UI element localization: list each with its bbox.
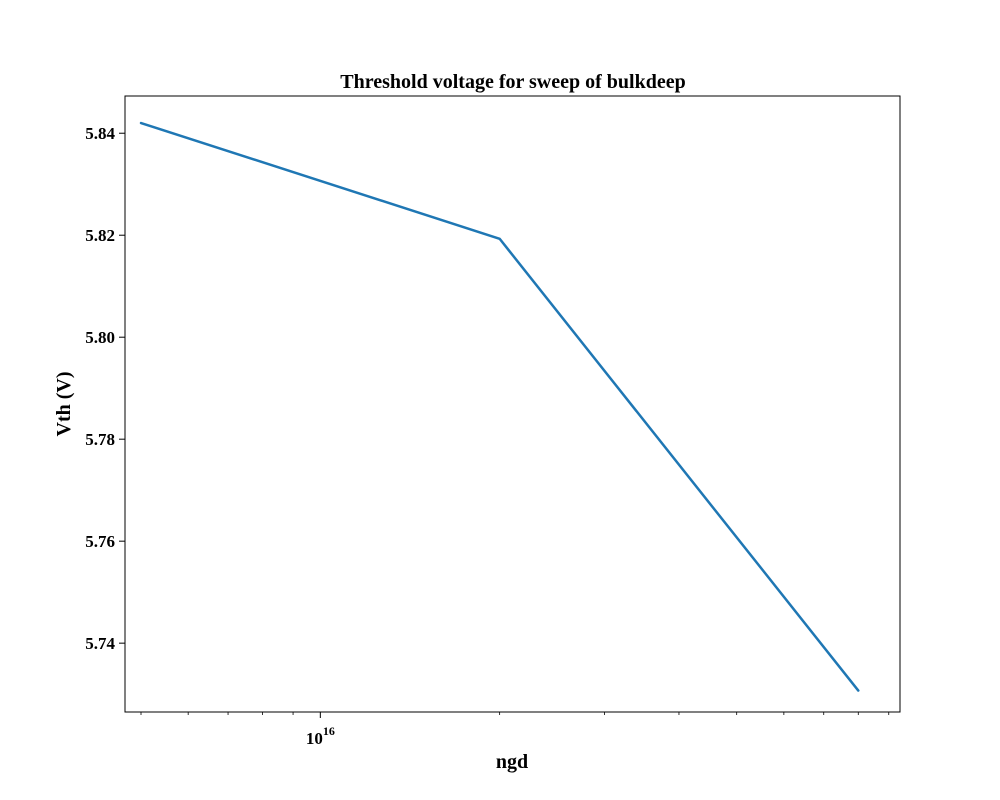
plot-area-frame xyxy=(124,95,901,713)
x-tick-label: 1016 xyxy=(306,724,335,748)
y-axis-ticks: 5.74 5.76 5.78 5.80 5.82 5.84 xyxy=(85,124,125,653)
y-tick-label: 5.76 xyxy=(85,532,115,551)
y-tick-label: 5.80 xyxy=(85,328,115,347)
series-layer xyxy=(139,121,860,692)
chart-title: Threshold voltage for sweep of bulkdeep xyxy=(340,71,685,93)
y-tick-label: 5.84 xyxy=(85,124,115,143)
y-tick-label: 5.74 xyxy=(85,634,115,653)
y-axis-label: Vth (V) xyxy=(53,372,75,437)
y-tick-label: 5.82 xyxy=(85,226,115,245)
y-tick-label: 5.78 xyxy=(85,430,115,449)
x-axis-ticks: 1016 xyxy=(140,712,890,748)
series-line xyxy=(139,121,860,692)
x-axis-label: ngd xyxy=(496,751,528,773)
